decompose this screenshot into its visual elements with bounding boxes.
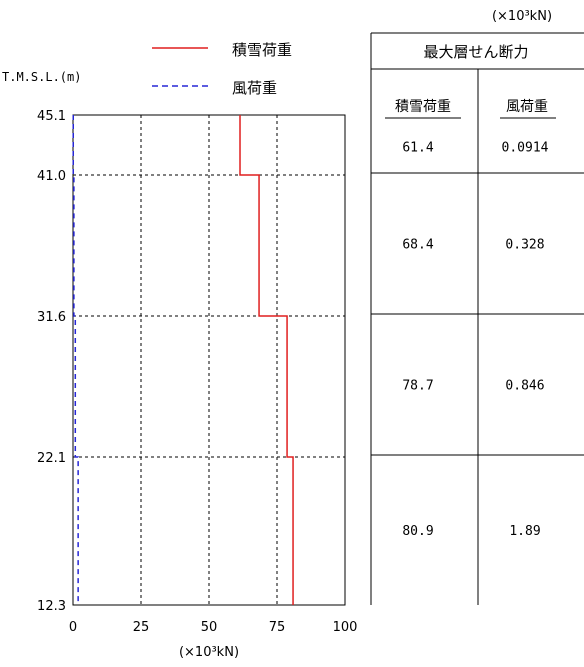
- table-cell-snow: 61.4: [402, 141, 433, 156]
- x-tick-label: 50: [201, 620, 218, 635]
- table-col-wind: 風荷重: [506, 99, 548, 115]
- table-cell-wind: 0.846: [505, 379, 544, 394]
- table-cell-wind: 0.328: [505, 238, 544, 253]
- legend: 積雪荷重 風荷重: [152, 41, 292, 97]
- x-axis-unit: (×10³kN): [179, 645, 239, 660]
- y-tick-label: 22.1: [37, 451, 66, 466]
- series-line-wind: [72, 115, 79, 605]
- table-col-snow: 積雪荷重: [395, 99, 451, 115]
- top-unit-label: (×10³kN): [492, 9, 552, 24]
- table-body: 61.4 0.0914 68.4 0.328 78.7 0.846 80.9 1.89: [371, 141, 584, 539]
- table-cell-snow: 80.9: [402, 524, 433, 539]
- y-tick-label: 41.0: [37, 169, 66, 184]
- plot-area: 45.1 41.0 31.6 22.1 12.30 25 50 75 100: [37, 109, 357, 635]
- y-tick-label: 12.3: [37, 599, 66, 614]
- series-line-snow: [239, 115, 294, 605]
- y-tick-label: 45.1: [37, 109, 66, 124]
- table-header: 最大層せん断力: [423, 43, 528, 61]
- y-tick-label: 31.6: [37, 310, 66, 325]
- table-cell-wind: 1.89: [509, 524, 540, 539]
- table-cell-snow: 68.4: [402, 238, 433, 253]
- plot-frame: [72, 114, 346, 606]
- x-tick-label: 100: [333, 620, 358, 635]
- legend-wind-label: 風荷重: [232, 79, 277, 97]
- shear-table: 最大層せん断力 積雪荷重 風荷重 61.4 0.0914 68.4 0.328 78.7…: [370, 32, 584, 605]
- table-cell-wind: 0.0914: [502, 141, 549, 156]
- x-tick-label: 75: [269, 620, 286, 635]
- legend-snow-label: 積雪荷重: [232, 41, 292, 59]
- table-cell-snow: 78.7: [402, 379, 433, 394]
- x-tick-label: 0: [69, 620, 77, 635]
- x-tick-label: 25: [133, 620, 150, 635]
- y-axis-title: T.M.S.L.(m): [2, 70, 81, 84]
